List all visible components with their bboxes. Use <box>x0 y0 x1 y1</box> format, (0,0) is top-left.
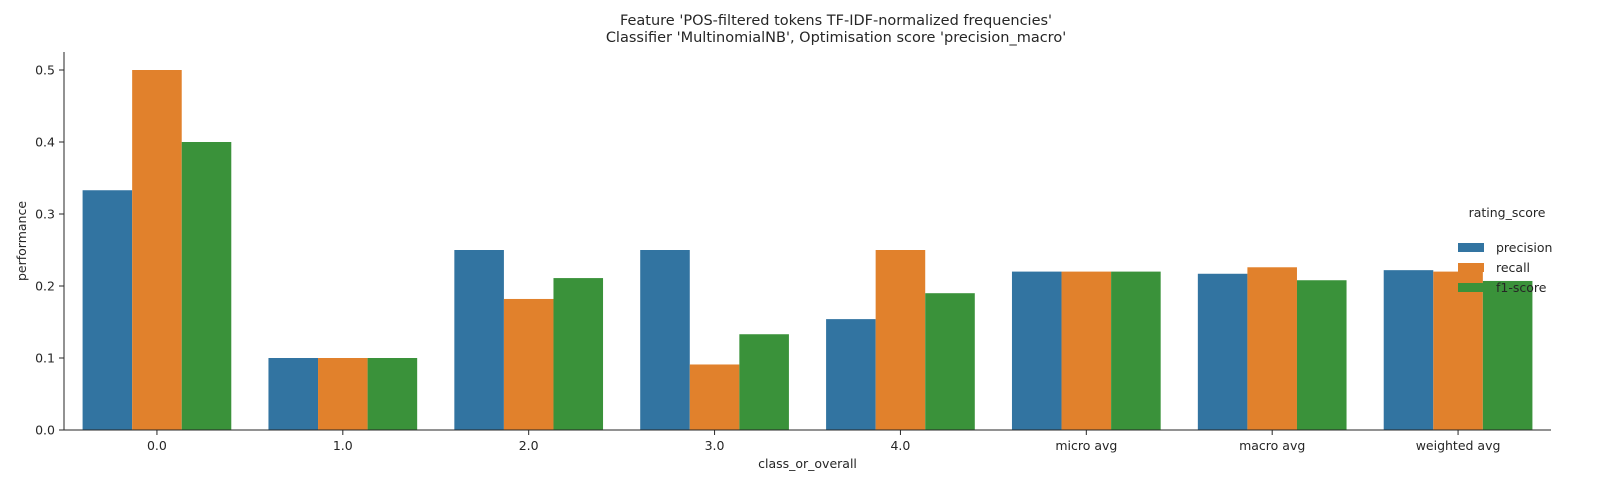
x-tick-label: micro avg <box>1055 438 1117 453</box>
bar-recall-micro-avg <box>1061 271 1112 430</box>
bar-precision-1.0 <box>268 358 319 430</box>
bar-recall-weighted-avg <box>1433 271 1483 430</box>
bar-f1-score-weighted-avg <box>1482 280 1533 430</box>
y-tick-label: 0.5 <box>35 63 55 78</box>
bar-precision-weighted-avg <box>1383 270 1434 430</box>
legend-label-f1-score: f1-score <box>1496 280 1547 295</box>
x-tick-label: weighted avg <box>1416 438 1501 453</box>
chart-title-line-1: Feature 'POS-filtered tokens TF-IDF-norm… <box>620 13 1052 29</box>
x-tick-label: 1.0 <box>333 438 353 453</box>
bar-precision-macro-avg <box>1197 273 1248 430</box>
x-tick-label: macro avg <box>1239 438 1305 453</box>
legend-swatch-recall <box>1458 263 1484 272</box>
legend-label-precision: precision <box>1496 240 1552 255</box>
x-tick-label: 4.0 <box>890 438 910 453</box>
x-axis-label: class_or_overall <box>758 456 857 471</box>
legend: rating_score precision recall f1-score <box>1458 205 1552 295</box>
bar-precision-micro-avg <box>1011 271 1062 430</box>
bar-recall-1.0 <box>318 358 368 430</box>
y-tick-label: 0.3 <box>35 207 55 222</box>
bar-recall-0.0 <box>132 70 182 430</box>
bar-precision-0.0 <box>82 190 133 430</box>
bar-f1-score-2.0 <box>553 278 604 430</box>
y-axis-label: performance <box>14 201 29 281</box>
y-tick-label: 0.1 <box>35 351 55 366</box>
y-axis-ticks: 0.0 0.1 0.2 0.3 0.4 0.5 <box>35 63 64 438</box>
bar-precision-4.0 <box>826 319 876 430</box>
y-tick-label: 0.0 <box>35 423 55 438</box>
x-tick-label: 2.0 <box>519 438 539 453</box>
bar-f1-score-micro-avg <box>1111 271 1161 430</box>
bar-f1-score-0.0 <box>181 142 232 430</box>
bar-precision-3.0 <box>640 250 690 430</box>
bar-f1-score-4.0 <box>925 293 975 430</box>
legend-swatch-f1-score <box>1458 283 1484 292</box>
x-tick-label: 0.0 <box>147 438 167 453</box>
legend-title: rating_score <box>1469 205 1546 220</box>
legend-label-recall: recall <box>1496 260 1530 275</box>
bar-recall-4.0 <box>875 250 926 430</box>
legend-swatch-precision <box>1458 243 1484 252</box>
bar-f1-score-3.0 <box>739 334 789 430</box>
bar-recall-3.0 <box>689 364 740 430</box>
chart-title-line-2: Classifier 'MultinomialNB', Optimisation… <box>606 30 1066 46</box>
x-axis-ticks: 0.0 1.0 2.0 3.0 4.0 micro avg macro avg weighte… <box>147 430 1500 453</box>
y-tick-label: 0.2 <box>35 279 55 294</box>
bar-recall-macro-avg <box>1247 267 1297 430</box>
bars-group <box>82 70 1533 430</box>
x-tick-label: 3.0 <box>705 438 725 453</box>
bar-recall-2.0 <box>503 298 554 430</box>
bar-f1-score-macro-avg <box>1296 280 1347 430</box>
bar-f1-score-1.0 <box>367 358 418 430</box>
bar-precision-2.0 <box>454 250 504 430</box>
y-tick-label: 0.4 <box>35 135 55 150</box>
